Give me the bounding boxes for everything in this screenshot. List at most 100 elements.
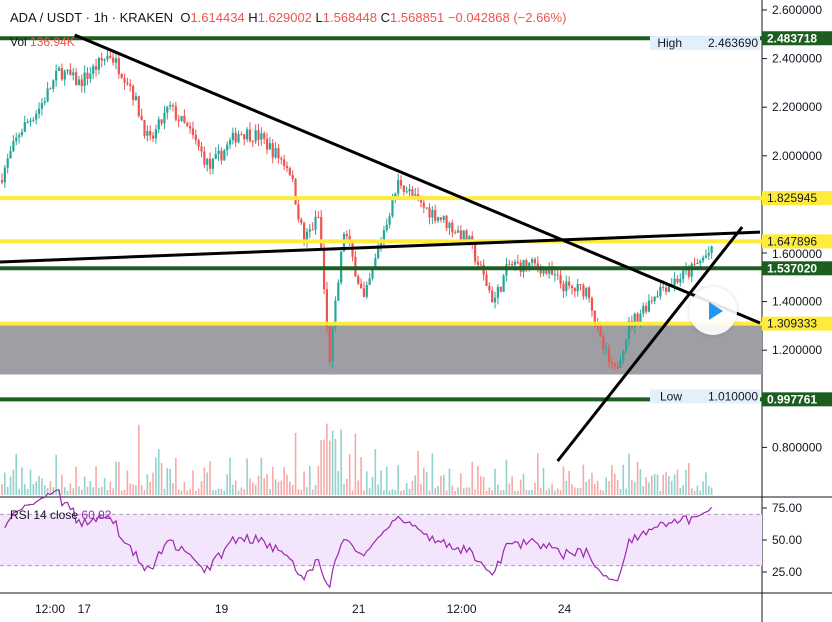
volume-bar [502,489,505,495]
volume-bar [306,487,308,495]
candle-body [667,285,670,292]
volume-bar [9,476,12,495]
volume-bar [92,487,94,495]
exchange: KRAKEN [119,10,174,25]
candle-body [123,78,126,83]
volume-bar [400,490,402,495]
candle-body [585,287,588,297]
ohlc-open: 1.614434 [190,10,245,25]
candle-body [169,105,172,107]
candle-body [656,296,659,298]
volume-bar [374,449,377,495]
volume-bar [445,490,448,495]
candle-body [55,70,58,81]
volume-bar [112,488,114,495]
symbol[interactable]: ADA / USDT [10,10,83,25]
candle-body [151,135,155,139]
volume-bar [702,481,704,495]
candle-body [382,230,385,243]
volume-bar [132,484,134,495]
volume-bar [277,482,280,495]
volume-bar [348,454,351,495]
candle-body [388,216,391,225]
candle-body [385,224,388,231]
volume-bar [200,481,203,495]
candle-body [254,130,257,142]
volume-bar [485,490,488,495]
volume-bar [699,490,702,495]
candle-body [6,158,9,168]
candle-body [280,158,283,160]
volume-bar [309,465,311,495]
volume-bar [49,481,52,495]
candle-body [496,286,499,298]
volume-bar [135,485,137,495]
volume-bar [249,478,251,495]
candle-body [166,106,169,113]
volume-bar [155,457,157,495]
candle-body [300,219,303,223]
volume-bar [123,489,126,495]
candle-body [94,66,98,70]
interval[interactable]: 1h [93,10,109,25]
candle-body [29,120,32,122]
play-button[interactable] [689,287,737,335]
volume-bar [693,490,696,495]
candle-body [562,283,565,292]
candle-body [704,255,708,258]
candle-body [422,202,425,208]
level-price-label: 1.825945 [767,191,817,205]
candle-body [3,167,6,183]
volume-bar [129,483,132,495]
candle-body [214,154,217,159]
candle-body [362,288,366,297]
volume-bar [334,438,337,495]
candle-body [191,128,195,135]
candle-body [710,246,713,254]
candle-body [126,82,129,85]
candle-body [334,300,337,327]
candle-body [291,175,294,180]
trendline [556,226,744,462]
candle-body [97,58,100,70]
candle-body [294,179,297,205]
volume-bar [571,484,573,495]
volume-bar [591,472,593,495]
volume-bar [653,474,656,495]
volume-bar [477,466,479,495]
level-price-label: 0.997761 [767,392,817,406]
volume-bar [494,468,496,495]
volume-bar [397,465,399,495]
candle-body [528,262,531,268]
candle-body [345,233,348,237]
volume-bar [4,472,6,495]
candle-body [513,261,517,265]
candle-body [394,193,397,198]
candle-body [590,298,594,311]
volume-bar [214,490,217,495]
volume-bar [103,477,106,495]
volume-bar [169,468,171,495]
volume-bar [554,490,556,495]
rsi-label: RSI 14 close [10,508,79,522]
volume-bar [368,487,371,495]
candle-body [360,283,363,289]
volume-bar [217,488,220,495]
volume-bar [454,490,456,495]
volume-bar [599,489,602,495]
volume-bar [160,462,163,495]
candle-body [391,197,394,217]
volume-bar [517,490,519,495]
candle-body [328,326,331,362]
volume-bar [682,484,684,495]
volume-bar [659,490,662,495]
volume-bar [628,453,630,495]
volume-bar [95,466,97,495]
volume-bar [582,464,585,495]
volume-bar [166,468,169,495]
volume-bar [636,462,639,495]
candle-body [15,137,18,142]
candle-body [117,58,120,75]
